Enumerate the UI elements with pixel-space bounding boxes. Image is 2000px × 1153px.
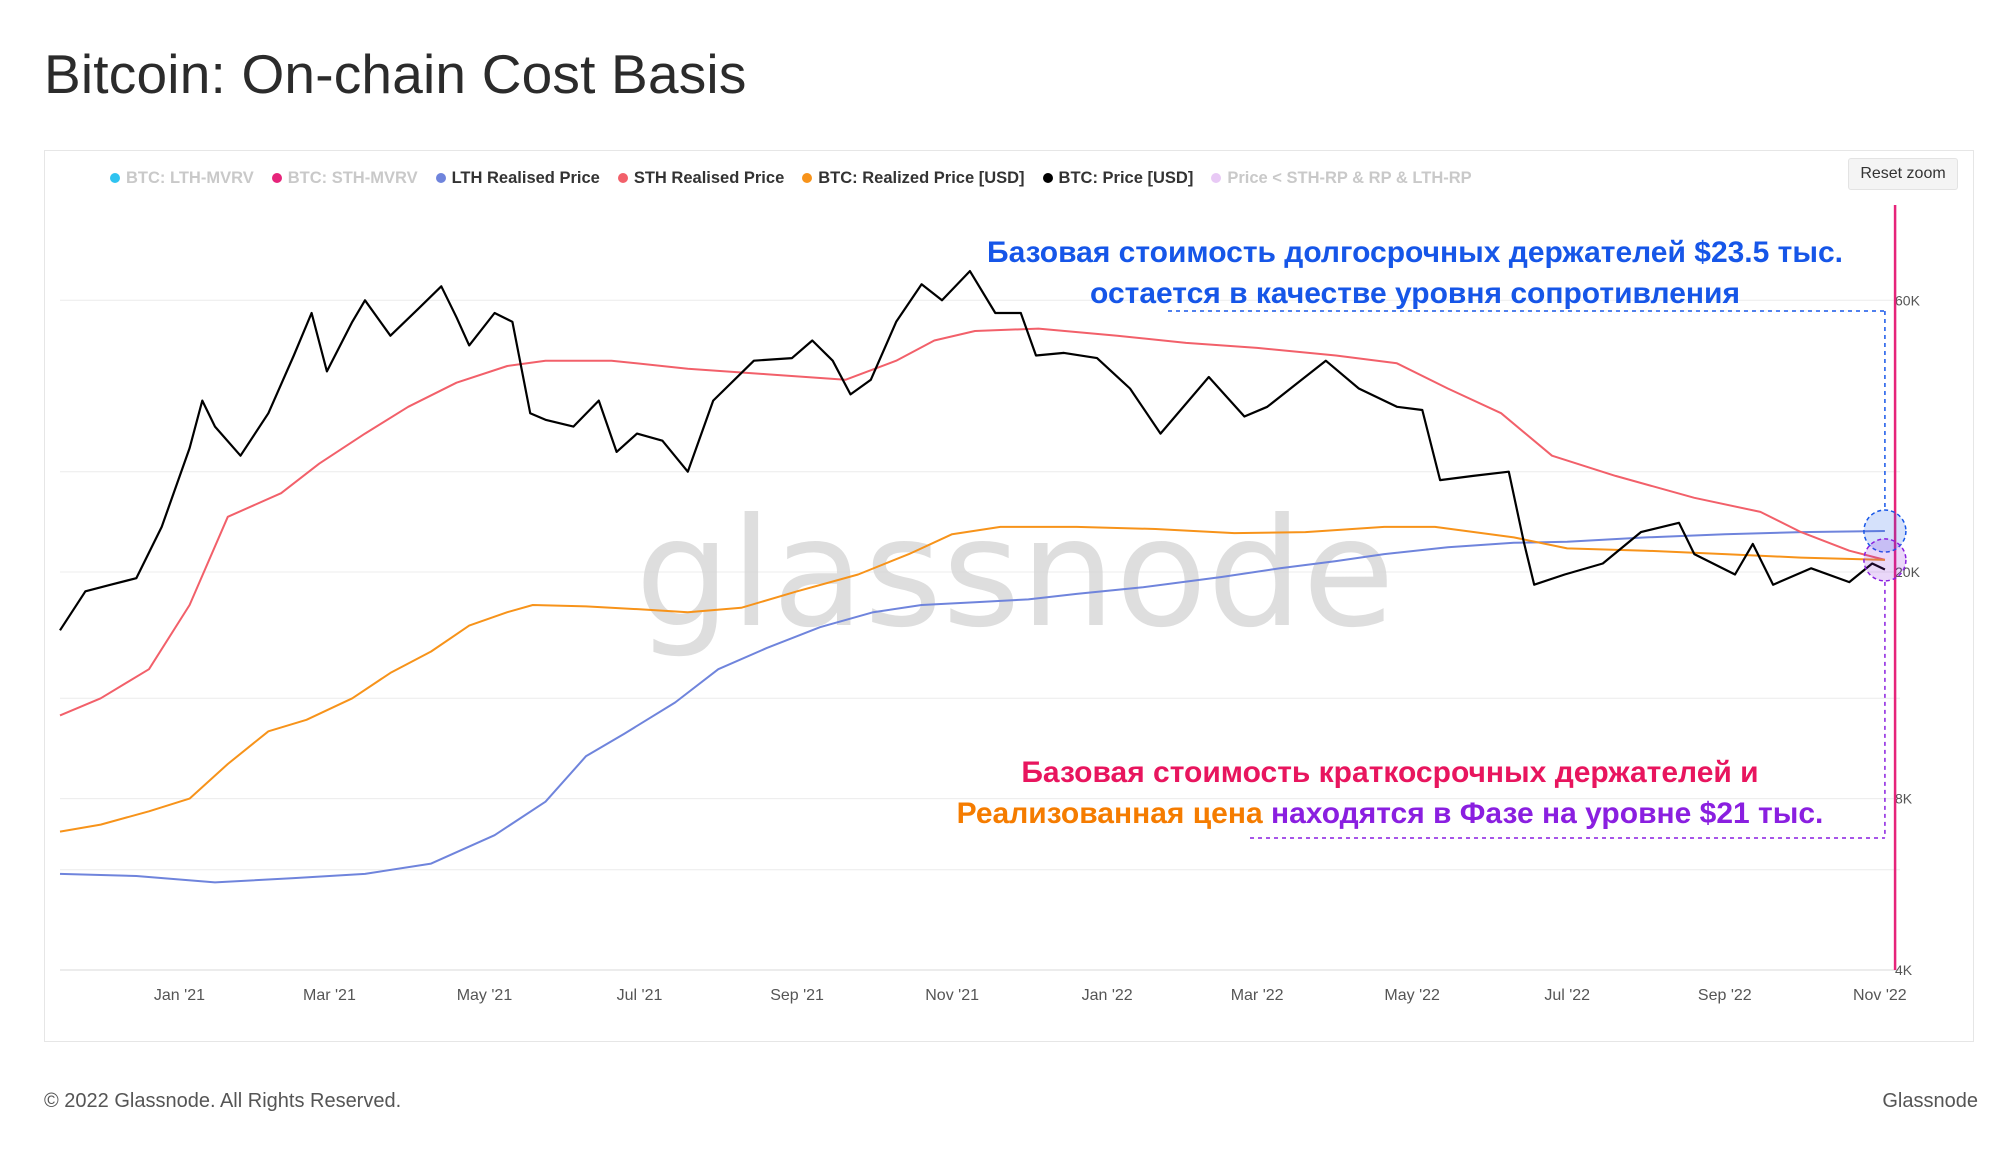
legend-label: BTC: STH-MVRV (287, 168, 418, 187)
copyright-text: © 2022 Glassnode. All Rights Reserved. (44, 1090, 402, 1112)
legend-item[interactable]: BTC: Realized Price [USD] (802, 168, 1025, 188)
legend-item[interactable]: BTC: LTH-MVRV (110, 169, 254, 188)
legend-dot-icon (110, 173, 120, 183)
sth-annotation-phase: находятся в Фазе на уровне $21 тыс. (1262, 797, 1824, 830)
reset-zoom-button[interactable]: Reset zoom (1848, 158, 1958, 190)
legend-label: BTC: LTH-MVRV (126, 168, 254, 187)
legend-dot-icon (617, 173, 628, 183)
page-title: Bitcoin: On-chain Cost Basis (44, 43, 747, 105)
chart-legend: BTC: LTH-MVRV BTC: STH-MVRV LTH Realised P… (110, 166, 1472, 190)
legend-label: BTC: Price [USD] (1058, 168, 1194, 187)
legend-dot-icon (802, 173, 813, 183)
lth-annotation: Базовая стоимость долгосрочных держателе… (945, 232, 1885, 314)
sth-annotation-realized: Реализованная цена (956, 797, 1263, 830)
sth-annotation: Базовая стоимость краткосрочных держател… (900, 752, 1880, 834)
legend-label: BTC: Realized Price [USD] (818, 168, 1025, 187)
legend-dot-icon (435, 173, 446, 183)
legend-dot-icon (271, 173, 282, 183)
legend-dot-icon (1211, 173, 1222, 183)
legend-label: LTH Realised Price (451, 168, 600, 187)
legend-item[interactable]: Price < STH-RP & RP & LTH-RP (1211, 168, 1472, 188)
legend-label: Price < STH-RP & RP & LTH-RP (1227, 168, 1472, 187)
footer-brand: Glassnode (1882, 1090, 1978, 1112)
lth-annotation-line2: остается в качестве уровня сопротивления (1090, 277, 1740, 310)
sth-annotation-line2: Реализованная цена находятся в Фазе на у… (900, 793, 1880, 834)
legend-item[interactable]: BTC: STH-MVRV (271, 168, 418, 188)
sth-annotation-line1: Базовая стоимость краткосрочных держател… (1021, 756, 1759, 789)
legend-item[interactable]: BTC: Price [USD] (1042, 168, 1194, 188)
legend-dot-icon (1042, 173, 1053, 183)
legend-item[interactable]: STH Realised Price (617, 168, 785, 188)
legend-item[interactable]: LTH Realised Price (435, 168, 600, 188)
lth-annotation-line1: Базовая стоимость долгосрочных держателе… (987, 236, 1843, 269)
legend-label: STH Realised Price (633, 168, 785, 187)
